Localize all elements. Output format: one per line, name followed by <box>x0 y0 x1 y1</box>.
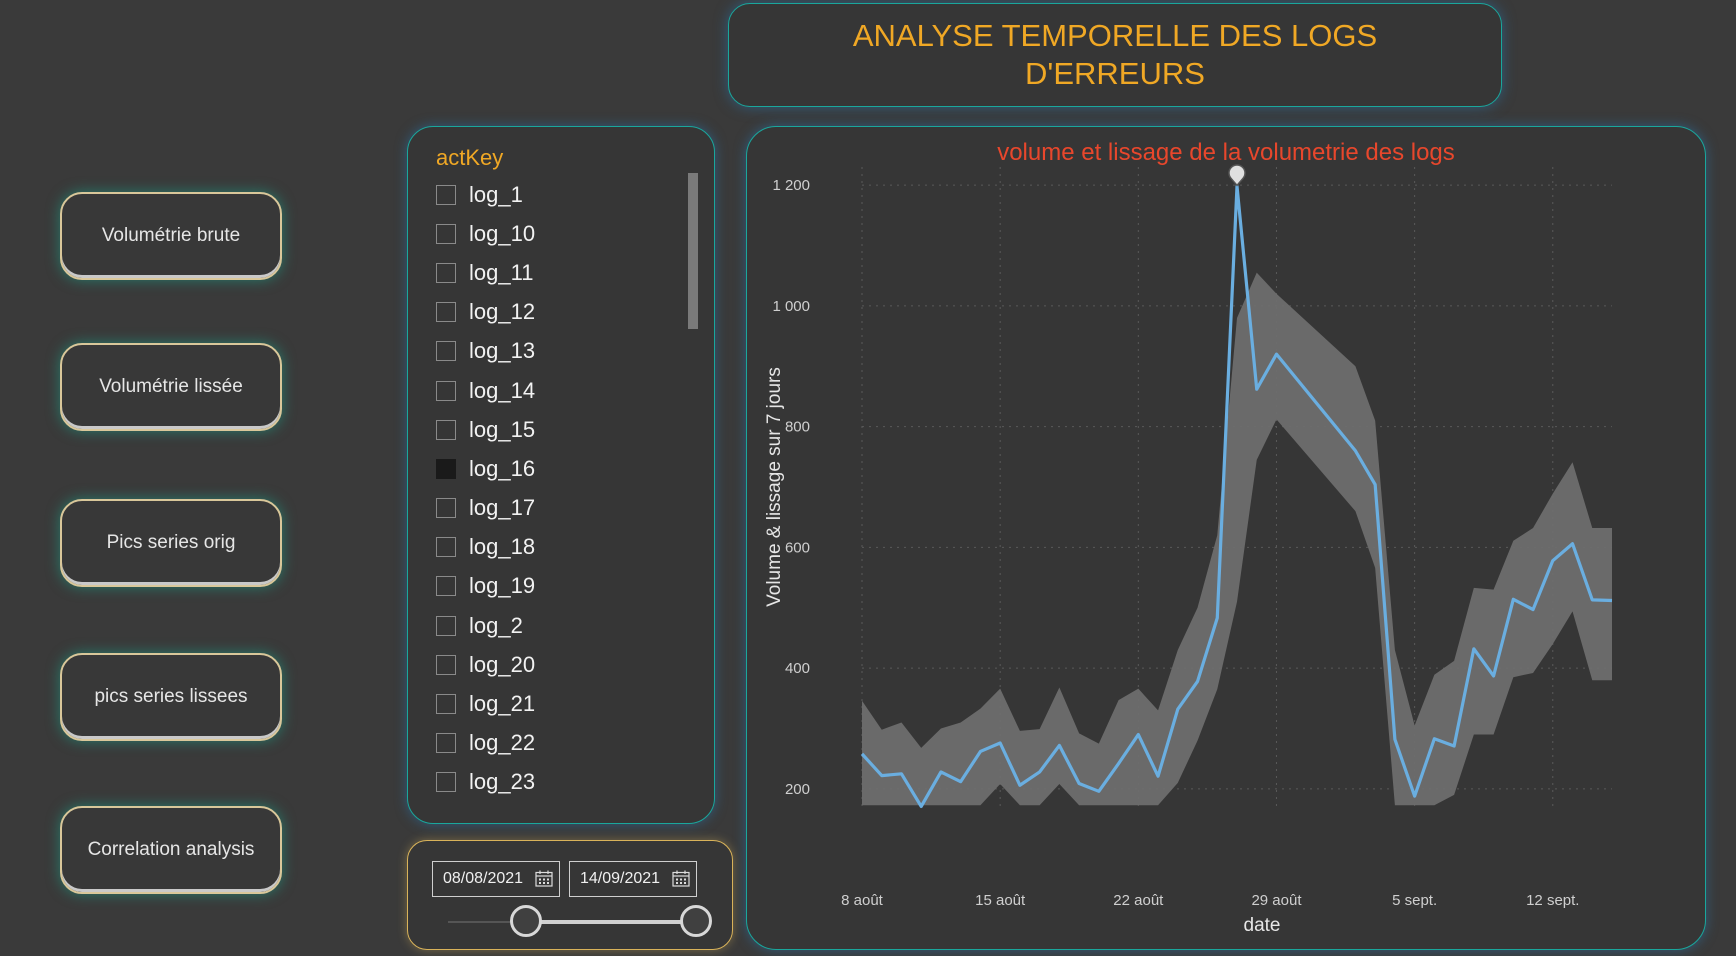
slicer-item-label: log_2 <box>469 612 523 638</box>
x-tick-label: 12 sept. <box>1526 892 1579 909</box>
date-slider-range <box>528 920 700 924</box>
slicer-item-log-22[interactable]: log_22 <box>436 724 676 763</box>
slicer-item-label: log_15 <box>469 416 536 442</box>
slicer-item-label: log_19 <box>469 573 536 599</box>
slicer-item-label: log_17 <box>469 495 536 521</box>
date-range-filter: 08/08/2021 14/09/2021 <box>407 840 733 950</box>
calendar-icon[interactable] <box>535 870 553 887</box>
slicer-item-log-11[interactable]: log_11 <box>436 253 676 292</box>
end-date-input[interactable]: 14/09/2021 <box>569 861 697 897</box>
x-tick-label: 8 août <box>841 892 884 909</box>
slicer-item-label: log_10 <box>469 220 536 246</box>
volumetrie-lissee-button[interactable]: Volumétrie lissée <box>60 343 282 431</box>
start-date-value: 08/08/2021 <box>443 870 524 887</box>
checkbox[interactable] <box>436 380 456 401</box>
slicer-item-log-10[interactable]: log_10 <box>436 214 676 253</box>
x-tick-label: 29 août <box>1251 892 1302 909</box>
x-tick-label: 5 sept. <box>1392 892 1437 909</box>
slicer-item-log-12[interactable]: log_12 <box>436 293 676 332</box>
checkbox[interactable] <box>436 184 456 205</box>
slicer-scrollbar-thumb[interactable] <box>688 173 698 329</box>
pics-series-orig-button[interactable]: Pics series orig <box>60 499 282 587</box>
checkbox[interactable] <box>436 419 456 440</box>
checkbox[interactable] <box>436 654 456 675</box>
volumetrie-brute-button[interactable]: Volumétrie brute <box>60 192 282 280</box>
dashboard-title-panel: ANALYSE TEMPORELLE DES LOGS D'ERREURS <box>728 3 1502 107</box>
actkey-slicer: actKey log_1 log_10 log_11 log_12 log_13 log_… <box>407 126 715 824</box>
slicer-item-log-17[interactable]: log_17 <box>436 489 676 528</box>
checkbox[interactable] <box>436 262 456 283</box>
volume-series-line <box>860 184 1613 808</box>
slicer-item-label: log_16 <box>469 455 536 481</box>
y-tick-label: 600 <box>785 539 810 556</box>
y-tick-label: 1 000 <box>772 298 810 315</box>
smoothing-band <box>862 272 1612 806</box>
slicer-item-log-15[interactable]: log_15 <box>436 410 676 449</box>
x-tick-label: 22 août <box>1113 892 1164 909</box>
date-slider-end-handle[interactable] <box>680 905 712 937</box>
chart-title: volume et lissage de la volumetrie des l… <box>997 139 1455 166</box>
checkbox[interactable] <box>436 458 456 479</box>
checkbox[interactable] <box>436 772 456 793</box>
slicer-item-label: log_12 <box>469 299 536 325</box>
checkbox[interactable] <box>436 341 456 362</box>
y-tick-label: 1 200 <box>772 177 810 194</box>
y-tick-label: 800 <box>785 419 810 436</box>
checkbox[interactable] <box>436 537 456 558</box>
start-date-input[interactable]: 08/08/2021 <box>432 861 560 897</box>
x-axis-title: date <box>1244 915 1281 936</box>
slicer-item-label: log_23 <box>469 769 536 795</box>
checkbox[interactable] <box>436 576 456 597</box>
slicer-item-log-21[interactable]: log_21 <box>436 684 676 723</box>
slicer-item-log-1[interactable]: log_1 <box>436 175 676 214</box>
slicer-scrollbar[interactable] <box>688 173 698 803</box>
checkbox[interactable] <box>436 498 456 519</box>
slicer-item-log-19[interactable]: log_19 <box>436 567 676 606</box>
date-slider-start-handle[interactable] <box>510 905 542 937</box>
y-tick-label: 200 <box>785 781 810 798</box>
checkbox[interactable] <box>436 223 456 244</box>
slicer-item-log-14[interactable]: log_14 <box>436 371 676 410</box>
slicer-item-label: log_21 <box>469 691 536 717</box>
slicer-list: log_1 log_10 log_11 log_12 log_13 log_14 log_1… <box>436 175 676 802</box>
checkbox[interactable] <box>436 733 456 754</box>
slicer-item-label: log_22 <box>469 730 536 756</box>
peak-marker <box>1228 164 1246 187</box>
y-tick-label: 400 <box>785 660 810 677</box>
slicer-item-log-18[interactable]: log_18 <box>436 528 676 567</box>
slicer-title: actKey <box>436 145 504 170</box>
slicer-item-label: log_1 <box>469 181 523 207</box>
checkbox[interactable] <box>436 302 456 323</box>
slicer-item-log-20[interactable]: log_20 <box>436 645 676 684</box>
slicer-item-label: log_18 <box>469 534 536 560</box>
slicer-item-log-16[interactable]: log_16 <box>436 449 676 488</box>
correlation-analysis-button[interactable]: Correlation analysis <box>60 806 282 894</box>
checkbox[interactable] <box>436 694 456 715</box>
x-tick-label: 15 août <box>975 892 1026 909</box>
chart-panel: volume et lissage de la volumetrie des l… <box>746 126 1706 950</box>
slicer-item-log-2[interactable]: log_2 <box>436 606 676 645</box>
calendar-icon[interactable] <box>672 870 690 887</box>
slicer-item-label: log_20 <box>469 651 536 677</box>
slicer-item-label: log_14 <box>469 377 536 403</box>
slicer-item-label: log_11 <box>469 259 534 285</box>
checkbox[interactable] <box>436 615 456 636</box>
volume-line-chart: 200 400 600 800 1 000 1 200 8 août 15 août 22 ao… <box>764 164 1613 936</box>
slicer-item-label: log_13 <box>469 338 536 364</box>
end-date-value: 14/09/2021 <box>580 870 661 887</box>
y-axis-title: Volume & lissage sur 7 jours <box>764 367 785 607</box>
pics-series-lissees-button[interactable]: pics series lissees <box>60 653 282 741</box>
page-title: ANALYSE TEMPORELLE DES LOGS D'ERREURS <box>852 18 1378 91</box>
slicer-item-log-23[interactable]: log_23 <box>436 763 676 802</box>
slicer-item-log-13[interactable]: log_13 <box>436 332 676 371</box>
